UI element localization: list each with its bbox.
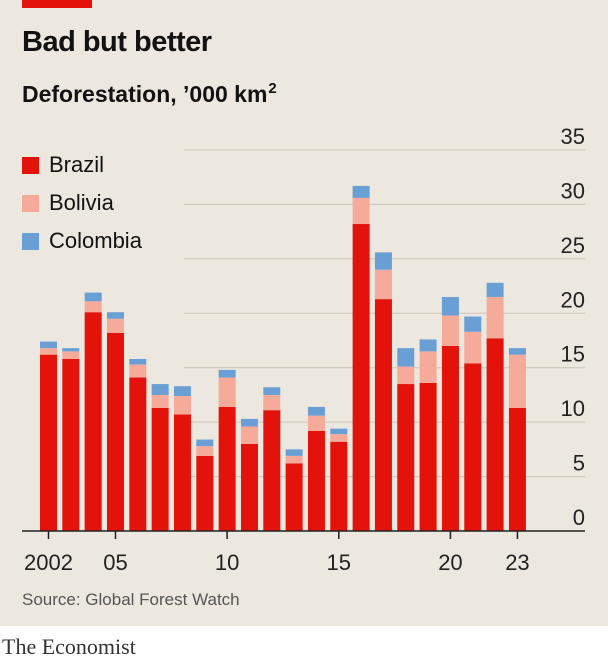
y-tick-label: 15 xyxy=(561,342,585,367)
bar-segment-bolivia xyxy=(106,318,124,333)
bar-segment-bolivia xyxy=(464,331,482,364)
bar-segment-brazil xyxy=(240,443,258,531)
footer-bar: The Economist xyxy=(0,626,608,662)
bar-segment-brazil xyxy=(129,377,147,531)
chart-legend: Brazil Bolivia Colombia xyxy=(22,146,142,260)
x-tick-label: 2002 xyxy=(24,550,73,575)
bar-segment-colombia xyxy=(508,348,526,355)
y-tick-label: 10 xyxy=(561,396,585,421)
bar-segment-colombia xyxy=(464,316,482,332)
bar-segment-bolivia xyxy=(285,455,303,464)
legend-swatch-bolivia xyxy=(22,194,39,212)
y-tick-label: 5 xyxy=(573,451,585,476)
bar-segment-colombia xyxy=(307,406,325,416)
bar-segment-brazil xyxy=(106,332,124,531)
legend-swatch-colombia xyxy=(22,232,39,250)
bar-segment-colombia xyxy=(196,439,214,447)
brand-red-tag xyxy=(22,0,92,8)
x-tick-label: 05 xyxy=(103,550,127,575)
legend-item-colombia: Colombia xyxy=(22,222,142,260)
legend-label-colombia: Colombia xyxy=(49,228,142,253)
bar-segment-brazil xyxy=(352,224,370,531)
bar-segment-brazil xyxy=(508,407,526,531)
bar-segment-brazil xyxy=(196,455,214,531)
bar-segment-colombia xyxy=(397,348,415,367)
bar-segment-bolivia xyxy=(419,351,437,383)
bar-segment-colombia xyxy=(40,341,57,349)
x-tick-label: 10 xyxy=(215,550,239,575)
bar-segment-colombia xyxy=(419,339,437,352)
bar-segment-colombia xyxy=(84,292,102,302)
y-tick-label: 0 xyxy=(573,505,585,530)
bar-segment-colombia xyxy=(263,387,281,395)
bar-segment-bolivia xyxy=(441,315,459,346)
bar-segment-colombia xyxy=(106,312,124,319)
source-note: Source: Global Forest Watch xyxy=(22,590,240,609)
bar-segment-bolivia xyxy=(218,377,236,407)
bar-segment-brazil xyxy=(441,345,459,531)
bar-segment-brazil xyxy=(330,441,348,531)
bar-segment-bolivia xyxy=(374,269,392,300)
bar-segment-brazil xyxy=(263,410,281,531)
bar-segment-colombia xyxy=(285,449,303,456)
bar-segment-bolivia xyxy=(62,351,80,360)
bar-segment-bolivia xyxy=(151,394,169,408)
bar-segment-bolivia xyxy=(397,366,415,385)
bar-segment-colombia xyxy=(441,296,459,316)
brand-wordmark: The Economist xyxy=(2,634,136,659)
legend-label-bolivia: Bolivia xyxy=(49,190,114,215)
bar-segment-bolivia xyxy=(196,446,214,456)
bar-segment-brazil xyxy=(151,407,169,531)
bar-segment-colombia xyxy=(173,386,191,397)
chart-subtitle-text: Deforestation, ’000 km xyxy=(22,81,268,107)
x-tick-label: 15 xyxy=(327,550,351,575)
bar-segment-colombia xyxy=(151,384,169,395)
bar-segment-bolivia xyxy=(173,396,191,415)
bar-segment-brazil xyxy=(486,338,504,531)
bar-segment-bolivia xyxy=(129,364,147,378)
legend-item-brazil: Brazil xyxy=(22,146,142,184)
legend-label-brazil: Brazil xyxy=(49,152,105,177)
y-tick-label: 35 xyxy=(561,124,585,149)
bar-segment-bolivia xyxy=(240,426,258,444)
bar-segment-brazil xyxy=(285,463,303,531)
bar-segment-brazil xyxy=(419,382,437,531)
bar-segment-brazil xyxy=(173,414,191,531)
bar-segment-brazil xyxy=(397,384,415,531)
chart-subtitle-superscript: 2 xyxy=(268,80,277,97)
bar-segment-bolivia xyxy=(486,296,504,339)
bar-segment-colombia xyxy=(486,282,504,297)
bar-segment-brazil xyxy=(464,363,482,531)
bar-segment-bolivia xyxy=(84,301,102,313)
bar-segment-brazil xyxy=(62,359,80,531)
bar-segment-colombia xyxy=(374,252,392,270)
bar-segment-colombia xyxy=(352,185,370,198)
bar-segment-colombia xyxy=(330,428,348,435)
chart-title: Bad but better xyxy=(22,26,212,58)
bar-segment-colombia xyxy=(218,369,236,378)
bar-segment-brazil xyxy=(40,354,57,531)
bar-segment-brazil xyxy=(307,430,325,531)
bar-segment-bolivia xyxy=(263,394,281,411)
y-tick-label: 20 xyxy=(561,287,585,312)
y-tick-label: 25 xyxy=(561,233,585,258)
bar-segment-colombia xyxy=(62,348,80,352)
y-tick-label: 30 xyxy=(561,178,585,203)
bar-segment-brazil xyxy=(374,299,392,531)
x-tick-label: 20 xyxy=(438,550,462,575)
bar-segment-bolivia xyxy=(352,197,370,225)
bar-segment-bolivia xyxy=(307,415,325,431)
bar-segment-brazil xyxy=(84,312,102,531)
bar-segment-colombia xyxy=(240,418,258,427)
legend-item-bolivia: Bolivia xyxy=(22,184,142,222)
bar-segment-colombia xyxy=(129,359,147,365)
x-tick-label: 23 xyxy=(505,550,529,575)
bar-segment-brazil xyxy=(218,406,236,531)
legend-swatch-brazil xyxy=(22,156,39,174)
bar-segment-bolivia xyxy=(508,354,526,408)
chart-subtitle: Deforestation, ’000 km2 xyxy=(22,80,277,108)
bar-segment-bolivia xyxy=(40,348,57,355)
bar-segment-bolivia xyxy=(330,434,348,442)
